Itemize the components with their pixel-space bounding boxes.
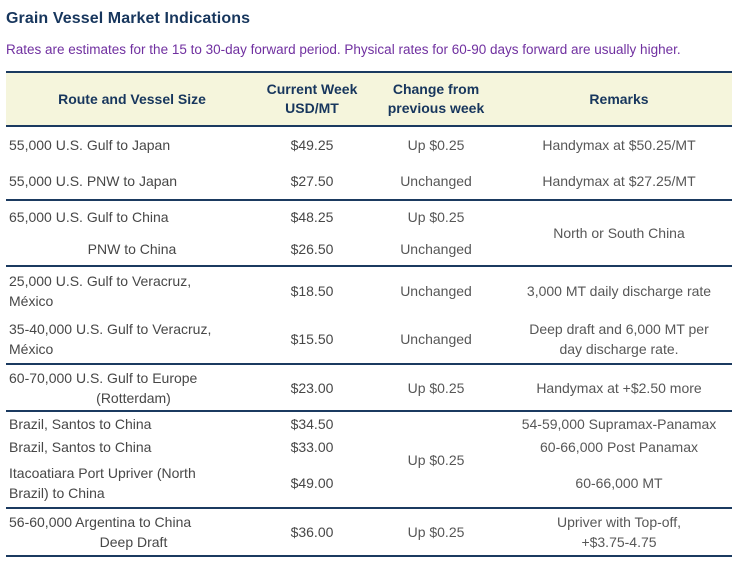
group-japan: 55,000 U.S. Gulf to Japan $49.25 Up $0.2…: [6, 126, 732, 200]
page-title: Grain Vessel Market Indications: [6, 10, 251, 27]
table-row: 55,000 U.S. PNW to Japan $27.50 Unchange…: [6, 163, 732, 200]
current-week-cell: $15.50: [290, 331, 334, 347]
route-cell: Brazil, Santos to China: [9, 439, 152, 455]
column-header-change: Change from previous week: [366, 72, 506, 127]
route-cell: PNW to China: [87, 241, 177, 257]
remarks-cell: 54-59,000 Supramax-Panamax: [521, 415, 717, 432]
change-cell: Unchanged: [400, 331, 472, 347]
group-argentina: 56-60,000 Argentina to China Deep Draft $…: [6, 508, 732, 556]
current-week-cell: $34.50: [290, 415, 334, 432]
route-cell: 25,000 U.S. Gulf to Veracruz, México: [9, 273, 192, 309]
table-row: 60-70,000 U.S. Gulf to Europe (Rotterdam)…: [6, 364, 732, 411]
group-brazil: Brazil, Santos to China $34.50 Up $0.25 …: [6, 411, 732, 508]
grain-vessel-rates-table: Route and Vessel Size Current Week USD/M…: [6, 71, 732, 557]
change-cell: Unchanged: [400, 241, 472, 257]
route-cell: 35-40,000 U.S. Gulf to Veracruz, México: [9, 321, 212, 357]
table-row: 56-60,000 Argentina to China Deep Draft $…: [6, 508, 732, 556]
route-cell: 56-60,000 Argentina to China Deep Draft: [9, 514, 192, 550]
current-week-cell: $36.00: [290, 524, 334, 540]
change-cell: Up $0.25: [407, 137, 465, 153]
current-week-cell: $18.50: [290, 283, 334, 299]
table-row: 25,000 U.S. Gulf to Veracruz, México $18.…: [6, 266, 732, 315]
current-week-cell: $27.50: [290, 173, 334, 189]
table-row: Itacoatiara Port Upriver (North Brazil) t…: [6, 459, 732, 508]
group-china-gulf-pnw: 65,000 U.S. Gulf to China $48.25 Up $0.2…: [6, 200, 732, 266]
table-row: 35-40,000 U.S. Gulf to Veracruz, México $…: [6, 315, 732, 364]
route-cell: 60-70,000 U.S. Gulf to Europe (Rotterdam): [9, 369, 198, 406]
change-cell: Up $0.25: [407, 451, 465, 468]
route-cell: Brazil, Santos to China: [9, 415, 152, 432]
group-europe: 60-70,000 U.S. Gulf to Europe (Rotterdam)…: [6, 364, 732, 411]
table-row: 65,000 U.S. Gulf to China $48.25 Up $0.2…: [6, 200, 732, 241]
route-cell: 65,000 U.S. Gulf to China: [9, 209, 169, 225]
current-week-cell: $26.50: [290, 241, 334, 257]
table-row: Brazil, Santos to China $34.50 Up $0.25 …: [6, 411, 732, 468]
remarks-cell: Deep draft and 6,000 MT per day discharge…: [529, 321, 709, 357]
current-week-cell: $49.00: [290, 475, 334, 491]
rates-forward-note: Rates are estimates for the 15 to 30-day…: [6, 42, 681, 57]
route-cell: 55,000 U.S. Gulf to Japan: [9, 137, 171, 153]
remarks-cell: Upriver with Top-off, +$3.75-4.75: [557, 514, 681, 550]
change-cell: Up $0.25: [407, 379, 465, 396]
remarks-cell: Handymax at $50.25/MT: [542, 137, 696, 153]
route-cell: 55,000 U.S. PNW to Japan: [9, 173, 178, 189]
current-week-cell: $23.00: [290, 379, 334, 396]
change-cell: Unchanged: [400, 283, 472, 299]
group-veracruz: 25,000 U.S. Gulf to Veracruz, México $18.…: [6, 266, 732, 364]
table-header: Route and Vessel Size Current Week USD/M…: [6, 72, 732, 127]
remarks-cell: Handymax at $27.25/MT: [542, 173, 696, 189]
current-week-cell: $48.25: [290, 209, 334, 225]
column-header-remarks: Remarks: [506, 72, 732, 127]
remarks-cell: 3,000 MT daily discharge rate: [526, 283, 712, 299]
change-cell: Up $0.25: [407, 209, 465, 225]
column-header-route: Route and Vessel Size: [6, 72, 258, 127]
column-header-current-week: Current Week USD/MT: [258, 72, 366, 127]
change-cell: Up $0.25: [407, 524, 465, 540]
current-week-cell: $49.25: [290, 137, 334, 153]
change-cell: Unchanged: [400, 173, 472, 189]
header-row: Route and Vessel Size Current Week USD/M…: [6, 72, 732, 127]
remarks-cell: 60-66,000 MT: [575, 475, 663, 491]
current-week-cell: $33.00: [290, 439, 334, 455]
report-section: Grain Vessel Market Indications Rates ar…: [6, 10, 732, 557]
remarks-cell: Handymax at +$2.50 more: [536, 379, 702, 396]
remarks-cell: North or South China: [553, 225, 685, 241]
route-cell: Itacoatiara Port Upriver (North Brazil) t…: [9, 465, 196, 501]
table-row: 55,000 U.S. Gulf to Japan $49.25 Up $0.2…: [6, 126, 732, 163]
table-row: PNW to China $26.50 Unchanged: [6, 233, 732, 266]
remarks-cell: 60-66,000 Post Panamax: [540, 439, 698, 455]
table-row: Brazil, Santos to China $33.00 60-66,000…: [6, 435, 732, 459]
